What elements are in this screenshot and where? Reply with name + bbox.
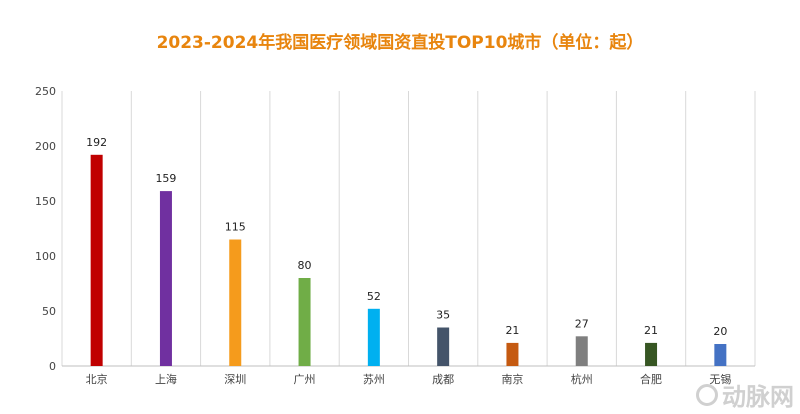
bar <box>714 344 727 366</box>
bar <box>645 342 658 366</box>
labels: 0 50 100 150 200 250 192 北京 159 上海 115 深圳 80 广州 52 苏州 35… <box>35 85 731 386</box>
x-tick-label: 南京 <box>501 372 523 386</box>
data-label: 35 <box>436 309 450 322</box>
data-label: 159 <box>155 172 176 185</box>
bar <box>506 342 519 366</box>
watermark: 动脉网 <box>696 377 794 412</box>
data-label: 52 <box>367 290 381 303</box>
y-tick-label: 150 <box>35 195 56 208</box>
data-label: 192 <box>86 136 107 149</box>
data-label: 21 <box>644 324 658 337</box>
bar <box>229 239 242 366</box>
watermark-text: 动脉网 <box>722 383 794 411</box>
data-label: 21 <box>505 324 519 337</box>
x-tick-label: 北京 <box>86 372 108 386</box>
bar <box>575 336 588 366</box>
x-tick-label: 成都 <box>432 373 454 386</box>
grid-lines <box>61 91 756 367</box>
x-tick-label: 上海 <box>155 372 177 386</box>
bar <box>437 327 450 366</box>
bar <box>90 154 103 366</box>
bars <box>90 154 727 366</box>
y-tick-label: 0 <box>49 360 56 373</box>
y-tick-label: 250 <box>35 85 56 98</box>
data-label: 115 <box>225 221 246 234</box>
bar <box>367 308 380 366</box>
x-tick-label: 苏州 <box>363 373 385 386</box>
data-label: 20 <box>713 325 727 338</box>
x-tick-label: 深圳 <box>224 373 246 386</box>
x-tick-label: 合肥 <box>640 372 662 386</box>
y-tick-label: 100 <box>35 250 56 263</box>
y-tick-label: 50 <box>42 305 56 318</box>
y-tick-label: 200 <box>35 140 56 153</box>
data-label: 80 <box>298 259 312 272</box>
chart-title: 2023-2024年我国医疗领域国资直投TOP10城市（单位：起） <box>156 33 644 53</box>
x-tick-label: 广州 <box>294 373 316 386</box>
x-tick-label: 无锡 <box>709 372 731 386</box>
x-tick-label: 杭州 <box>571 372 593 386</box>
data-label: 27 <box>575 317 589 330</box>
watermark-logo-icon <box>696 383 718 406</box>
bar <box>159 191 172 366</box>
bar <box>298 278 311 366</box>
